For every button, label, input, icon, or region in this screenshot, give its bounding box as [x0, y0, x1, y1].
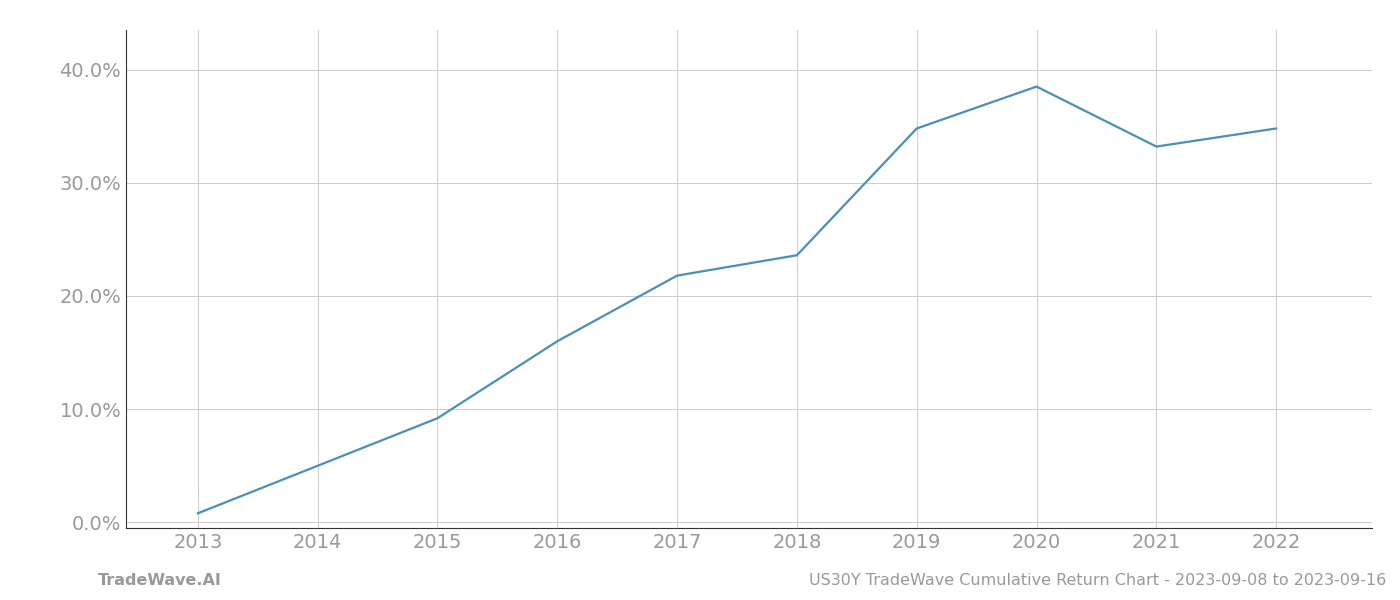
Text: TradeWave.AI: TradeWave.AI: [98, 573, 221, 588]
Text: US30Y TradeWave Cumulative Return Chart - 2023-09-08 to 2023-09-16: US30Y TradeWave Cumulative Return Chart …: [809, 573, 1386, 588]
